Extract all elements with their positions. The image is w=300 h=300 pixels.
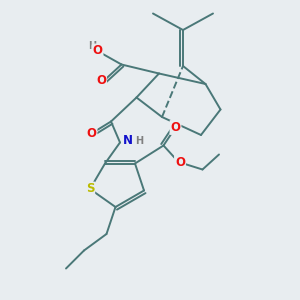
Text: H: H	[135, 136, 144, 146]
Text: S: S	[86, 182, 94, 196]
Text: O: O	[86, 127, 97, 140]
Text: O: O	[92, 44, 103, 58]
Text: O: O	[170, 121, 181, 134]
Text: H: H	[88, 41, 96, 52]
Text: O: O	[175, 155, 185, 169]
Text: N: N	[122, 134, 133, 148]
Text: O: O	[96, 74, 106, 88]
